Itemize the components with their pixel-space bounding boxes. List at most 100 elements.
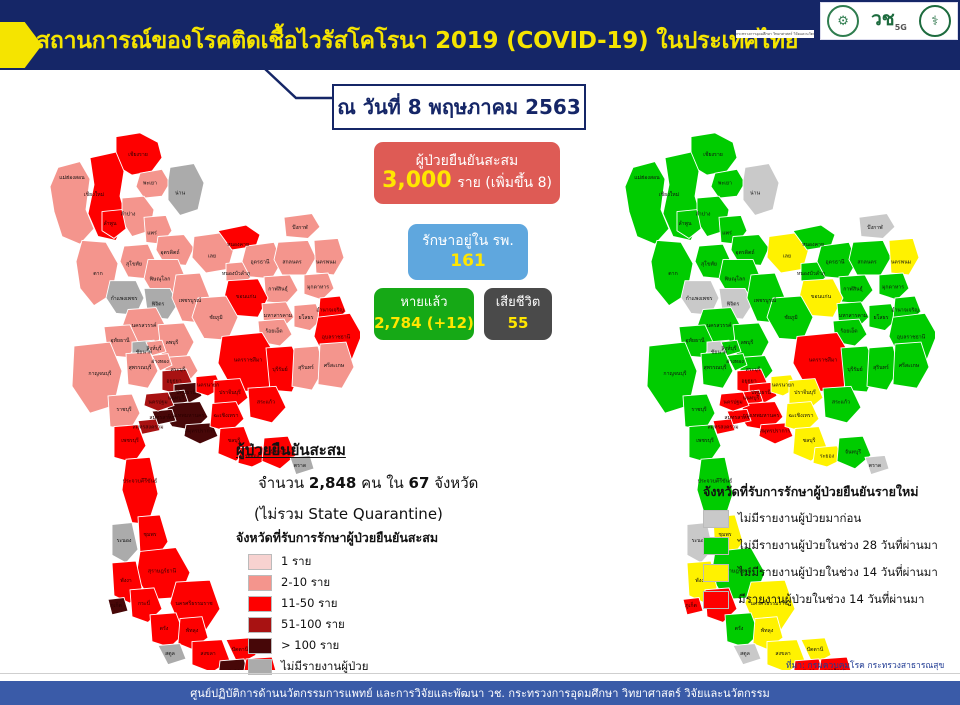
province-label: จันทบุรี [845, 449, 861, 456]
legend-cumulative-item-label: 51-100 ราย [281, 617, 345, 631]
stat-label-in-hospital: รักษาอยู่ใน รพ. [422, 233, 514, 249]
map-new-cases: เชียงราย แม่ฮ่องสอน เชียงใหม่ พะเยา น่าน ลำปา… [585, 125, 935, 670]
province-shape: สตูล [732, 643, 762, 666]
province-label: หนองคาย [802, 242, 824, 248]
report-date-text: ณ วันที่ 8 พฤษภาคม 2563 [337, 95, 581, 119]
province-label: นครพนม [316, 259, 336, 265]
province-label: นครศรีธรรมราช [750, 600, 788, 607]
province-shape: สิงห์บุรี [720, 339, 742, 357]
province-shape: สิงห์บุรี [145, 339, 167, 357]
province-label: ศรีสะเกษ [899, 362, 920, 369]
province-label: เพชรบุรี [121, 437, 139, 444]
province-label: ศรีสะเกษ [324, 362, 345, 369]
province-shape: ฉะเชิงเทรา [209, 401, 245, 433]
legend-cumulative-item-swatch [248, 575, 272, 591]
legend-new-cases-item-label: ไม่มีรายงานผู้ป่วยมาก่อน [738, 511, 862, 525]
province-label: กำแพงเพชร [686, 295, 713, 302]
legend-new-cases: จังหวัดที่รับการรักษาผู้ป่วยยืนยันรายใหม… [703, 482, 960, 618]
province-label: ขอนแก่น [811, 294, 832, 300]
province-label: ชุมพร [718, 532, 731, 538]
province-label: สระแก้ว [832, 399, 850, 406]
province-label: ภูเก็ต [685, 601, 697, 609]
province-label: สุรินทร์ [298, 364, 314, 371]
stat-value-recovered: 2,784 (+12) [374, 314, 474, 332]
province-label: อำนาจเจริญ [316, 306, 344, 313]
province-label: ร้อยเอ็ด [265, 327, 282, 335]
province-label: นราธิวาส [824, 667, 846, 670]
province-shape: ระยอง [812, 445, 844, 468]
province-shape: บึงกาฬ [858, 213, 896, 239]
province-shape: สมุทรปราการ [758, 422, 794, 445]
province-label: พิษณุโลก [725, 276, 746, 283]
province-shape: ยะลา [218, 658, 248, 670]
province-label: อุตรดิตถ์ [160, 249, 179, 256]
province-shape: จันทบุรี [261, 435, 297, 470]
left-caption-line1: จำนวน 2,848 คน ใน 67 จังหวัด [258, 471, 506, 495]
stat-card-cumulative-cases: ผู้ป่วยยืนยันสะสม 3,000 ราย (เพิ่มขึ้น 8… [374, 142, 560, 204]
province-label: พังงา [695, 577, 706, 584]
province-label: ขอนแก่น [236, 294, 257, 300]
province-label: นครสวรรค์ [707, 322, 732, 329]
province-label: นครสวรรค์ [132, 322, 157, 329]
province-label: สระบุรี [171, 366, 186, 373]
province-label: ปราจีนบุรี [794, 389, 816, 396]
province-label: อ่างทอง [726, 359, 744, 365]
province-label: กระบี่ [138, 600, 150, 607]
left-caption-provinces: 67 [408, 474, 430, 492]
province-shape: เพชรบุรี [113, 424, 147, 464]
province-label: มหาสารคาม [839, 313, 867, 319]
province-label: สมุทรสงคราม [132, 425, 163, 431]
province-label: นครศรีธรรมราช [175, 600, 213, 607]
province-label: สมุทรปราการ [185, 428, 216, 434]
province-label: ประจวบคีรีขันธ์ [698, 477, 733, 484]
province-label: ร้อยเอ็ด [840, 327, 857, 335]
province-label: สกลนคร [857, 259, 877, 265]
province-shape: อุตรดิตถ์ [730, 234, 770, 266]
mhesi-logo-caption: กระทรวงการอุดมศึกษา วิทยาศาสตร์ วิจัยและ… [736, 30, 814, 38]
province-shape: สระแก้ว [247, 385, 287, 424]
province-shape: ศรีสะเกษ [892, 341, 930, 389]
left-caption-count: 2,848 [308, 474, 357, 492]
province-label: ชัยนาท [711, 349, 728, 356]
legend-cumulative-item-label: ไม่มีรายงานผู้ป่วย [281, 659, 369, 673]
province-shape: พะเยา [135, 168, 171, 199]
legend-new-cases-item-label: ไม่มีรายงานผู้ป่วยในช่วง 28 วันที่ผ่านมา [738, 538, 938, 552]
province-label: ยะลา [803, 668, 815, 670]
province-shape: ประจวบคีรีขันธ์ [121, 456, 159, 525]
province-label: นครราชสีมา [234, 356, 263, 363]
province-label: สมุทรสงคราม [707, 425, 738, 431]
province-shape: แม่ฮ่องสอน [624, 161, 670, 245]
province-shape: นครพนม [888, 237, 920, 276]
province-label: ตรัง [160, 625, 169, 632]
legend-cumulative-item-swatch [248, 554, 272, 570]
province-label: เชียงราย [703, 151, 723, 158]
province-label: พิษณุโลก [150, 276, 171, 283]
province-shape: สกลนคร [848, 239, 892, 276]
province-label: ปทุมธานี [176, 389, 196, 396]
province-label: ราชบุรี [116, 406, 132, 413]
province-label: ตราด [869, 463, 881, 469]
province-label: สุโขทัย [701, 260, 717, 267]
province-shape: หนองคาย [217, 224, 261, 251]
province-shape: จันทบุรี [836, 435, 872, 470]
province-shape: ยะลา [793, 658, 823, 670]
agency-logo-group: ⚙ วช5G ⚕ [820, 2, 958, 40]
province-shape: ลพบุรี [157, 322, 195, 362]
province-label: สงขลา [775, 651, 790, 657]
province-label: เลย [783, 254, 791, 260]
province-shape: นราธิวาส [818, 656, 852, 670]
province-shape: ราชบุรี [107, 393, 141, 431]
province-label: สมุทรปราการ [760, 428, 791, 434]
legend-cumulative-item-swatch [248, 617, 272, 633]
province-label: พะเยา [718, 181, 732, 187]
province-label: สงขลา [200, 651, 215, 657]
province-label: เชียงราย [128, 151, 148, 158]
province-label: นครราชสีมา [809, 356, 838, 363]
stat-label-recovered: หายแล้ว [400, 295, 448, 310]
legend-cumulative-item-swatch [248, 659, 272, 675]
left-caption-line2: (ไม่รวม State Quarantine) [254, 505, 443, 523]
page-title: สถานการณ์ของโรคติดเชื้อไวรัสโคโรนา 2019 … [36, 28, 799, 54]
legend-new-cases-item-swatch [703, 510, 729, 528]
province-shape: แม่ฮ่องสอน [49, 161, 95, 245]
province-label: กรุงเทพมหานคร [168, 413, 205, 419]
